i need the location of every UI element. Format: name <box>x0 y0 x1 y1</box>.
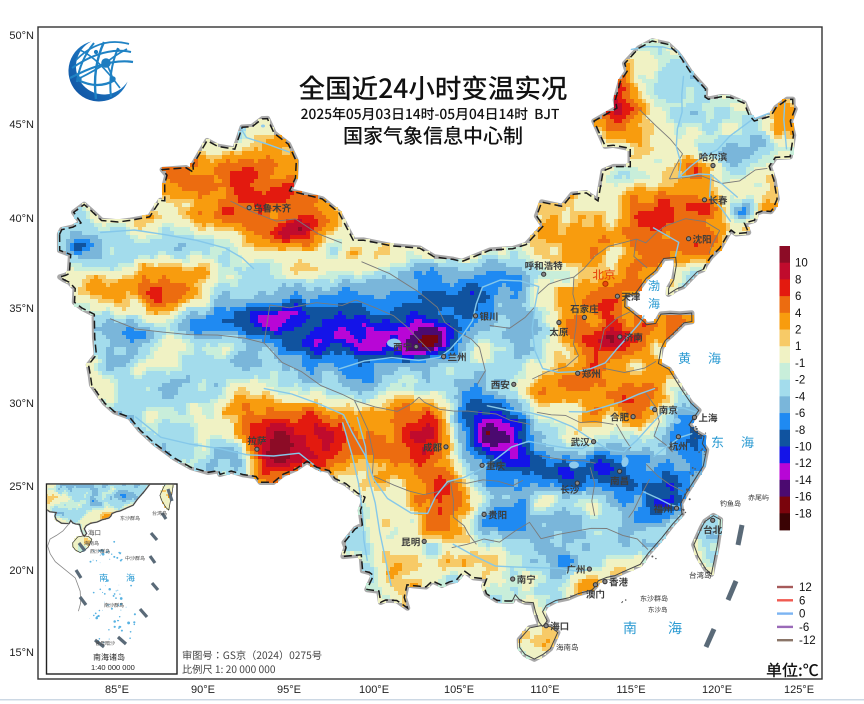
svg-text:-12: -12 <box>799 635 816 647</box>
svg-text:-4: -4 <box>795 391 806 403</box>
svg-text:40°N: 40°N <box>9 213 34 225</box>
svg-text:25°N: 25°N <box>9 481 34 493</box>
svg-text:110°E: 110°E <box>530 684 559 696</box>
svg-text:-10: -10 <box>795 442 812 454</box>
svg-text:45°N: 45°N <box>9 119 34 131</box>
svg-text:6: 6 <box>795 291 801 303</box>
svg-text:125°E: 125°E <box>784 684 814 696</box>
svg-text:-18: -18 <box>795 508 812 520</box>
svg-text:100°E: 100°E <box>359 684 389 696</box>
svg-text:-16: -16 <box>795 492 812 504</box>
svg-text:120°E: 120°E <box>702 684 732 696</box>
svg-text:50°N: 50°N <box>9 30 34 42</box>
svg-text:-1: -1 <box>795 358 805 370</box>
svg-text:8: 8 <box>795 274 801 286</box>
svg-text:85°E: 85°E <box>105 684 129 696</box>
svg-text:10: 10 <box>795 258 808 270</box>
svg-text:6: 6 <box>799 595 805 607</box>
svg-text:-6: -6 <box>799 622 809 634</box>
svg-text:35°N: 35°N <box>9 303 34 315</box>
svg-text:-2: -2 <box>795 375 805 387</box>
svg-text:2: 2 <box>795 325 801 337</box>
svg-text:-6: -6 <box>795 408 805 420</box>
svg-text:95°E: 95°E <box>277 684 301 696</box>
svg-text:1:40 000 000: 1:40 000 000 <box>91 663 135 672</box>
svg-text:115°E: 115°E <box>616 684 645 696</box>
svg-text:30°N: 30°N <box>9 398 34 410</box>
svg-text:-14: -14 <box>795 475 812 487</box>
svg-text:4: 4 <box>795 308 802 320</box>
svg-text:-12: -12 <box>795 458 812 470</box>
svg-text:12: 12 <box>799 582 812 594</box>
svg-text:0: 0 <box>799 609 805 621</box>
svg-text:-8: -8 <box>795 425 805 437</box>
svg-text:90°E: 90°E <box>191 684 215 696</box>
svg-text:20°N: 20°N <box>9 565 34 577</box>
svg-text:105°E: 105°E <box>444 684 474 696</box>
svg-text:1: 1 <box>795 341 801 353</box>
svg-text:15°N: 15°N <box>9 647 34 659</box>
